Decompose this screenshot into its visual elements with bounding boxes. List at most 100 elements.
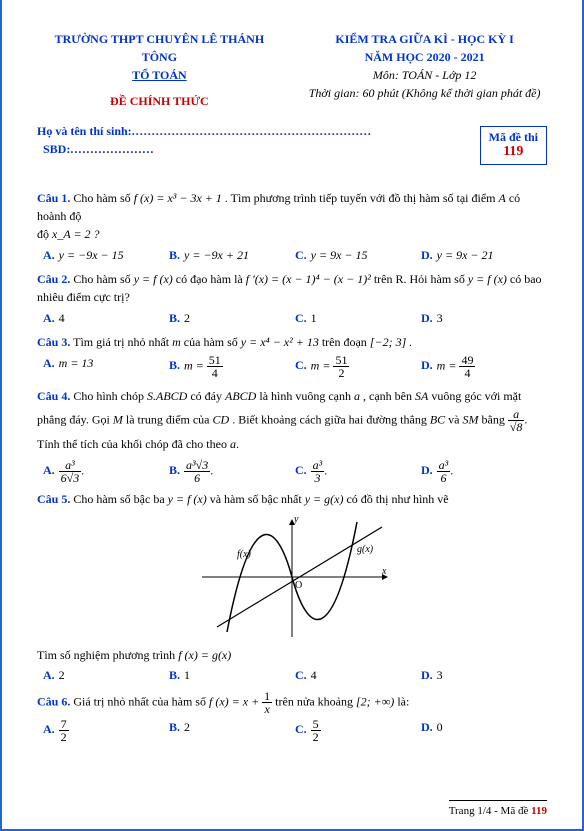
q2-text-b: có đạo hàm là [176,272,246,286]
q6-choice-b: 2 [184,720,190,734]
q6-c-n: 5 [311,718,321,731]
code-box: Mã đề thi 119 [480,126,547,165]
q1-xa: x_A = 2 ? [52,227,100,241]
q1-fx: f (x) = x³ − 3x + 1 [134,191,222,205]
q1-text-b: . Tìm phương trình tiếp tuyến với đồ thị… [225,191,499,205]
header-right: KIỂM TRA GIỮA KÌ - HỌC KỲ I NĂM HỌC 2020… [302,30,547,110]
q1-text-a: Cho hàm số [73,191,133,205]
q1-A: A [499,191,506,205]
sbd-label: SBD: [43,142,70,156]
axis-y-label: y [293,514,299,525]
subject: Môn: TOÁN - Lớp 12 [302,66,547,84]
q2-choice-b: 2 [184,311,190,325]
q4-t6: là trung điểm của [126,412,213,426]
q5-graph: y x O f(x) g(x) [182,512,402,642]
q4-b-n: a³√3 [184,459,210,472]
q5-choices: A.2 B.1 C.4 D.3 [43,666,547,684]
q2-choice-c: 1 [311,311,317,325]
q5-question-line: Tìm số nghiệm phương trình f (x) = g(x) [37,646,547,664]
q6-a-n: 7 [59,718,69,731]
q3-choices: A.m = 13 B.m = 514 C.m = 512 D.m = 494 [43,354,547,379]
q4-t9: bằng [482,412,508,426]
q4-a-d: 6√3 [59,472,82,484]
q2-label: Câu 2. [37,272,70,286]
fx-label: f(x) [237,549,252,560]
q1-choice-c: y = 9x − 15 [311,248,368,262]
q3-b-d: 4 [207,367,223,379]
q4-dist-d: √8 [508,421,525,433]
q3-choice-a: m = 13 [59,356,94,370]
q4-bc: BC [430,412,445,426]
q1-choice-b: y = −9x + 21 [184,248,249,262]
q4-sa: SA [415,389,428,403]
q1-choices: A.y = −9x − 15 B.y = −9x + 21 C.y = 9x −… [43,246,547,264]
q4-abcd: ABCD [225,389,256,403]
q4-d-n: a³ [437,459,451,472]
q4-cd: CD [213,412,230,426]
q6-t3: là: [397,694,409,708]
footer-code: 119 [531,805,547,817]
q4-label: Câu 4. [37,389,70,403]
q1-label: Câu 1. [37,191,70,205]
q4-t2: có đáy [190,389,225,403]
code-value: 119 [489,144,538,161]
q5-t1: Cho hàm số bậc ba [73,492,167,506]
q4-a2: a [230,437,236,451]
q3-text-b: của hàm số [184,335,241,349]
q4-b-d: 6 [184,472,210,484]
q1-choice-d: y = 9x − 21 [437,248,494,262]
q4-t4: , cạnh bên [363,389,415,403]
q2-text-c: trên R. Hỏi hàm số [374,272,468,286]
name-line: Họ và tên thí sinh:.....................… [37,122,547,158]
q5-choice-a: 2 [59,668,65,682]
q5-qline: Tìm số nghiệm phương trình [37,648,178,662]
q4-t3: là hình vuông cạnh [259,389,354,403]
q6-choice-d: 0 [437,720,443,734]
sbd-dots: ..................... [70,142,154,156]
q4-t10: Tính thể tích của khối chóp đã cho theo [37,437,230,451]
question-1: Câu 1. Cho hàm số f (x) = x³ − 3x + 1 . … [37,189,547,243]
q5-yfx: y = f (x) [168,492,207,506]
q3-interval: [−2; 3] . [370,335,412,349]
year: NĂM HỌC 2020 - 2021 [302,48,547,66]
question-4: Câu 4. Cho hình chóp S.ABCD có đáy ABCD … [37,385,547,456]
q3-text-c: trên đoạn [322,335,370,349]
q4-t1: Cho hình chóp [73,389,147,403]
q5-choice-b: 1 [184,668,190,682]
q2-choices: A.4 B.2 C.1 D.3 [43,309,547,327]
header: TRƯỜNG THPT CHUYÊN LÊ THÁNH TÔNG TỔ TOÁN… [37,30,547,110]
code-label: Mã đề thi [489,130,538,144]
q1-choice-a: y = −9x − 15 [59,248,124,262]
q5-t3: có đồ thị như hình vẽ [346,492,448,506]
q4-t8: và [448,412,462,426]
q4-M: M [113,412,123,426]
axis-x-label: x [381,566,387,577]
q4-t7: . Biết khoảng cách giữa hai đường thẳng [232,412,430,426]
q3-yx: y = x⁴ − x² + 13 [241,335,319,349]
question-6: Câu 6. Giá trị nhỏ nhất của hàm số f (x)… [37,690,547,715]
q6-label: Câu 6. [37,694,70,708]
q6-t1: Giá trị nhỏ nhất của hàm số [73,694,209,708]
q6-t2: trên nửa khoảng [275,694,356,708]
q5-ygx: y = g(x) [305,492,344,506]
q2-yfx: y = f (x) [134,272,173,286]
q5-eq: f (x) = g(x) [178,648,231,662]
q6-interval: [2; +∞) [356,694,394,708]
q6-a-d: 2 [59,731,69,743]
q3-d-d: 4 [459,367,475,379]
q2-choice-d: 3 [437,311,443,325]
header-left: TRƯỜNG THPT CHUYÊN LÊ THÁNH TÔNG TỔ TOÁN… [37,30,282,110]
q4-a: a [354,389,360,403]
q3-text-a: Tìm giá trị nhỏ nhất [73,335,172,349]
q4-a-n: a³ [59,459,82,472]
q3-m: m [172,335,181,349]
q4-sabcd: S.ABCD [147,389,187,403]
q4-sm: SM [463,412,479,426]
name-label: Họ và tên thí sinh: [37,124,132,138]
q3-c-d: 2 [333,367,349,379]
q3-label: Câu 3. [37,335,70,349]
q5-choice-c: 4 [311,668,317,682]
q2-fprime: f ′(x) = (x − 1)⁴ − (x − 1)² [246,272,371,286]
page-footer: Trang 1/4 - Mã đề 119 [449,800,547,820]
question-3: Câu 3. Tìm giá trị nhỏ nhất m của hàm số… [37,333,547,351]
